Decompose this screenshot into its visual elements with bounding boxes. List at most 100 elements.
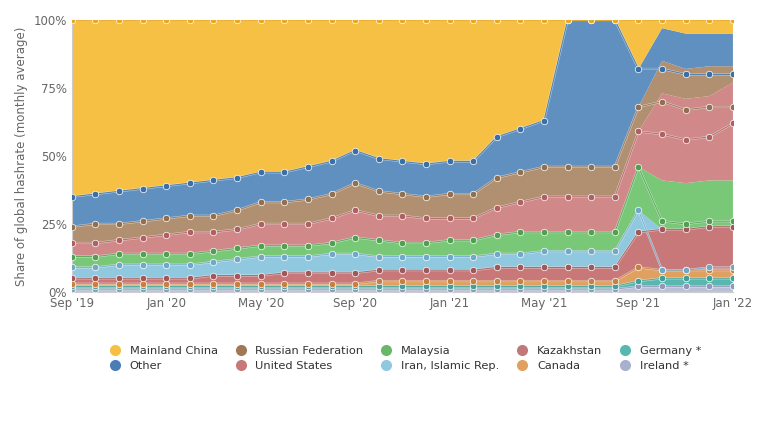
Point bbox=[278, 286, 290, 293]
Point bbox=[703, 275, 716, 282]
Point bbox=[349, 269, 361, 276]
Point bbox=[656, 267, 668, 274]
Point bbox=[396, 239, 409, 246]
Point bbox=[491, 133, 503, 140]
Point bbox=[231, 256, 243, 263]
Point bbox=[184, 283, 196, 290]
Point bbox=[326, 269, 338, 276]
Point bbox=[349, 17, 361, 24]
Point bbox=[420, 278, 432, 285]
Point bbox=[561, 286, 574, 293]
Point bbox=[207, 272, 220, 279]
Point bbox=[184, 180, 196, 187]
Point bbox=[254, 253, 266, 260]
Point bbox=[420, 17, 432, 24]
Point bbox=[443, 267, 455, 274]
Point bbox=[113, 261, 125, 268]
Point bbox=[349, 234, 361, 241]
Point bbox=[326, 158, 338, 165]
Point bbox=[396, 253, 409, 260]
Point bbox=[396, 286, 409, 293]
Point bbox=[680, 221, 692, 228]
Point bbox=[680, 136, 692, 143]
Point bbox=[538, 286, 550, 293]
Point bbox=[184, 275, 196, 282]
Point bbox=[491, 283, 503, 290]
Point bbox=[137, 286, 149, 293]
Point bbox=[160, 250, 172, 257]
Point bbox=[585, 17, 598, 24]
Point bbox=[65, 283, 78, 290]
Legend: Mainland China, Other, Russian Federation, United States, Malaysia, Iran, Islami: Mainland China, Other, Russian Federatio… bbox=[99, 341, 706, 376]
Point bbox=[538, 248, 550, 255]
Point bbox=[372, 188, 385, 195]
Point bbox=[680, 106, 692, 113]
Point bbox=[160, 275, 172, 282]
Point bbox=[89, 253, 101, 260]
Point bbox=[372, 283, 385, 290]
Point bbox=[632, 17, 644, 24]
Point bbox=[349, 286, 361, 293]
Point bbox=[113, 237, 125, 244]
Point bbox=[137, 283, 149, 290]
Point bbox=[349, 180, 361, 187]
Point bbox=[160, 17, 172, 24]
Point bbox=[137, 261, 149, 268]
Point bbox=[632, 128, 644, 135]
Point bbox=[443, 237, 455, 244]
Point bbox=[420, 160, 432, 167]
Point bbox=[561, 264, 574, 271]
Point bbox=[372, 212, 385, 219]
Point bbox=[515, 228, 527, 235]
Point bbox=[231, 245, 243, 252]
Point bbox=[65, 253, 78, 260]
Point bbox=[443, 253, 455, 260]
Point bbox=[420, 253, 432, 260]
Point bbox=[207, 248, 220, 255]
Point bbox=[727, 120, 739, 127]
Point bbox=[467, 215, 479, 222]
Point bbox=[632, 103, 644, 110]
Point bbox=[160, 232, 172, 238]
Point bbox=[656, 267, 668, 274]
Point bbox=[727, 17, 739, 24]
Point bbox=[349, 250, 361, 257]
Point bbox=[703, 264, 716, 271]
Point bbox=[372, 237, 385, 244]
Point bbox=[680, 71, 692, 78]
Point bbox=[443, 283, 455, 290]
Point bbox=[372, 17, 385, 24]
Point bbox=[561, 248, 574, 255]
Point bbox=[467, 283, 479, 290]
Point bbox=[491, 232, 503, 238]
Point bbox=[656, 275, 668, 282]
Point bbox=[538, 117, 550, 124]
Point bbox=[538, 17, 550, 24]
Point bbox=[184, 212, 196, 219]
Point bbox=[89, 17, 101, 24]
Point bbox=[609, 286, 621, 293]
Point bbox=[160, 261, 172, 268]
Point bbox=[491, 204, 503, 211]
Point bbox=[89, 283, 101, 290]
Point bbox=[207, 212, 220, 219]
Point bbox=[656, 131, 668, 138]
Point bbox=[326, 283, 338, 290]
Point bbox=[467, 253, 479, 260]
Point bbox=[231, 272, 243, 279]
Point bbox=[137, 280, 149, 287]
Point bbox=[137, 275, 149, 282]
Point bbox=[515, 283, 527, 290]
Point bbox=[467, 267, 479, 274]
Point bbox=[278, 221, 290, 228]
Point bbox=[326, 215, 338, 222]
Point bbox=[632, 207, 644, 214]
Point bbox=[467, 17, 479, 24]
Point bbox=[515, 250, 527, 257]
Point bbox=[302, 196, 314, 203]
Point bbox=[491, 278, 503, 285]
Point bbox=[491, 264, 503, 271]
Point bbox=[372, 267, 385, 274]
Point bbox=[680, 267, 692, 274]
Point bbox=[207, 228, 220, 235]
